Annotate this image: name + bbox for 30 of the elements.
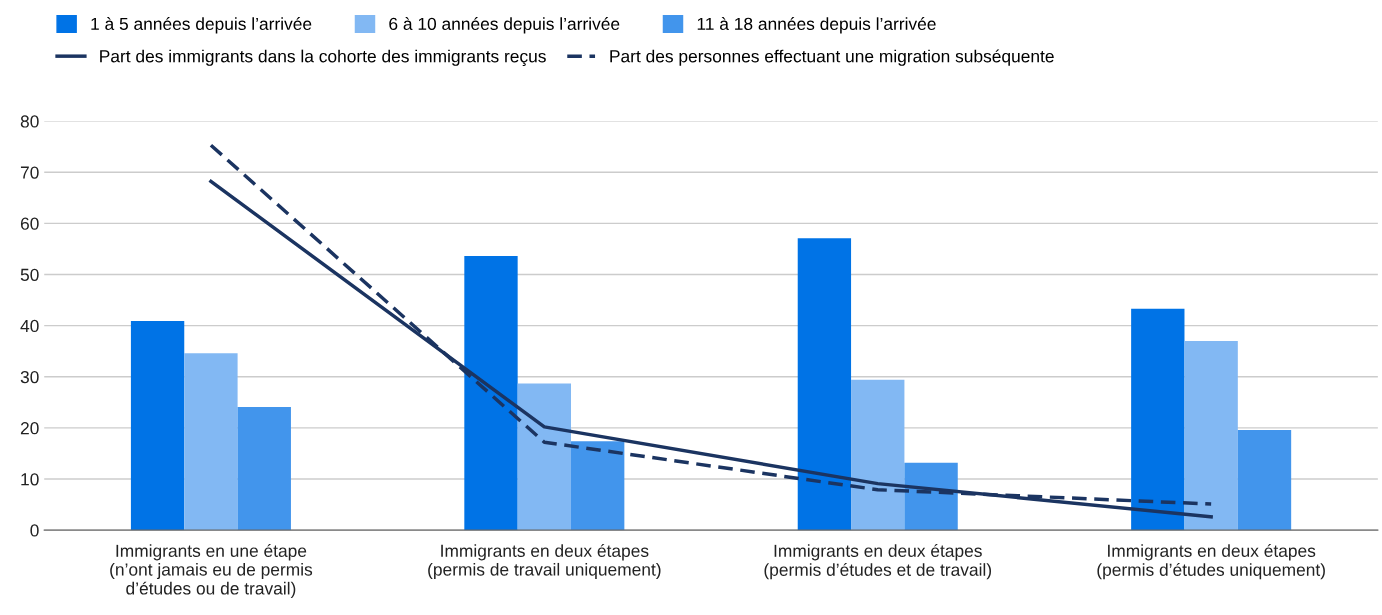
bar (130, 321, 185, 531)
bar (851, 379, 905, 531)
legend-label: Part des personnes effectuant une migration subséquente (610, 49, 1054, 66)
x-tick-label: Immigrants en une étape (n’ont jamais eu de permis d’études ou de travail) (110, 544, 313, 599)
x-tick-label: Immigrants en deux étapes (permis de travail uniquement) (428, 544, 661, 580)
y-tick-label: 70 (20, 166, 39, 179)
y-tick-label: 20 (20, 422, 39, 435)
x-tick-label: Immigrants en deux étapes (permis d’études et de travail) (764, 544, 992, 580)
bar (237, 406, 291, 531)
y-tick-label: 80 (20, 115, 39, 128)
bar (571, 441, 625, 531)
y-tick-label: 50 (20, 268, 39, 281)
y-tick-label: 30 (20, 370, 39, 384)
bar (797, 238, 852, 531)
legend-label: 6 à 10 années depuis l’arrivée (389, 17, 620, 34)
y-tick-label: 0 (30, 524, 39, 537)
y-tick-label: 40 (20, 319, 39, 333)
bar (1184, 340, 1238, 531)
legend-label: Part des immigrants dans la cohorte des immigrants reçus (100, 49, 546, 66)
bar (1131, 308, 1185, 531)
bar (1237, 429, 1292, 531)
legend-label: 1 à 5 années depuis l’arrivée (91, 17, 312, 34)
y-tick-label: 10 (21, 473, 39, 486)
y-tick-label: 60 (20, 217, 39, 230)
x-tick-label: Immigrants en deux étapes (permis d’études uniquement) (1097, 544, 1325, 580)
bar (517, 383, 572, 531)
bar (904, 462, 958, 531)
bar (184, 353, 238, 531)
bar (464, 256, 518, 531)
legend-label: 11 à 18 années depuis l’arrivée (697, 17, 936, 34)
